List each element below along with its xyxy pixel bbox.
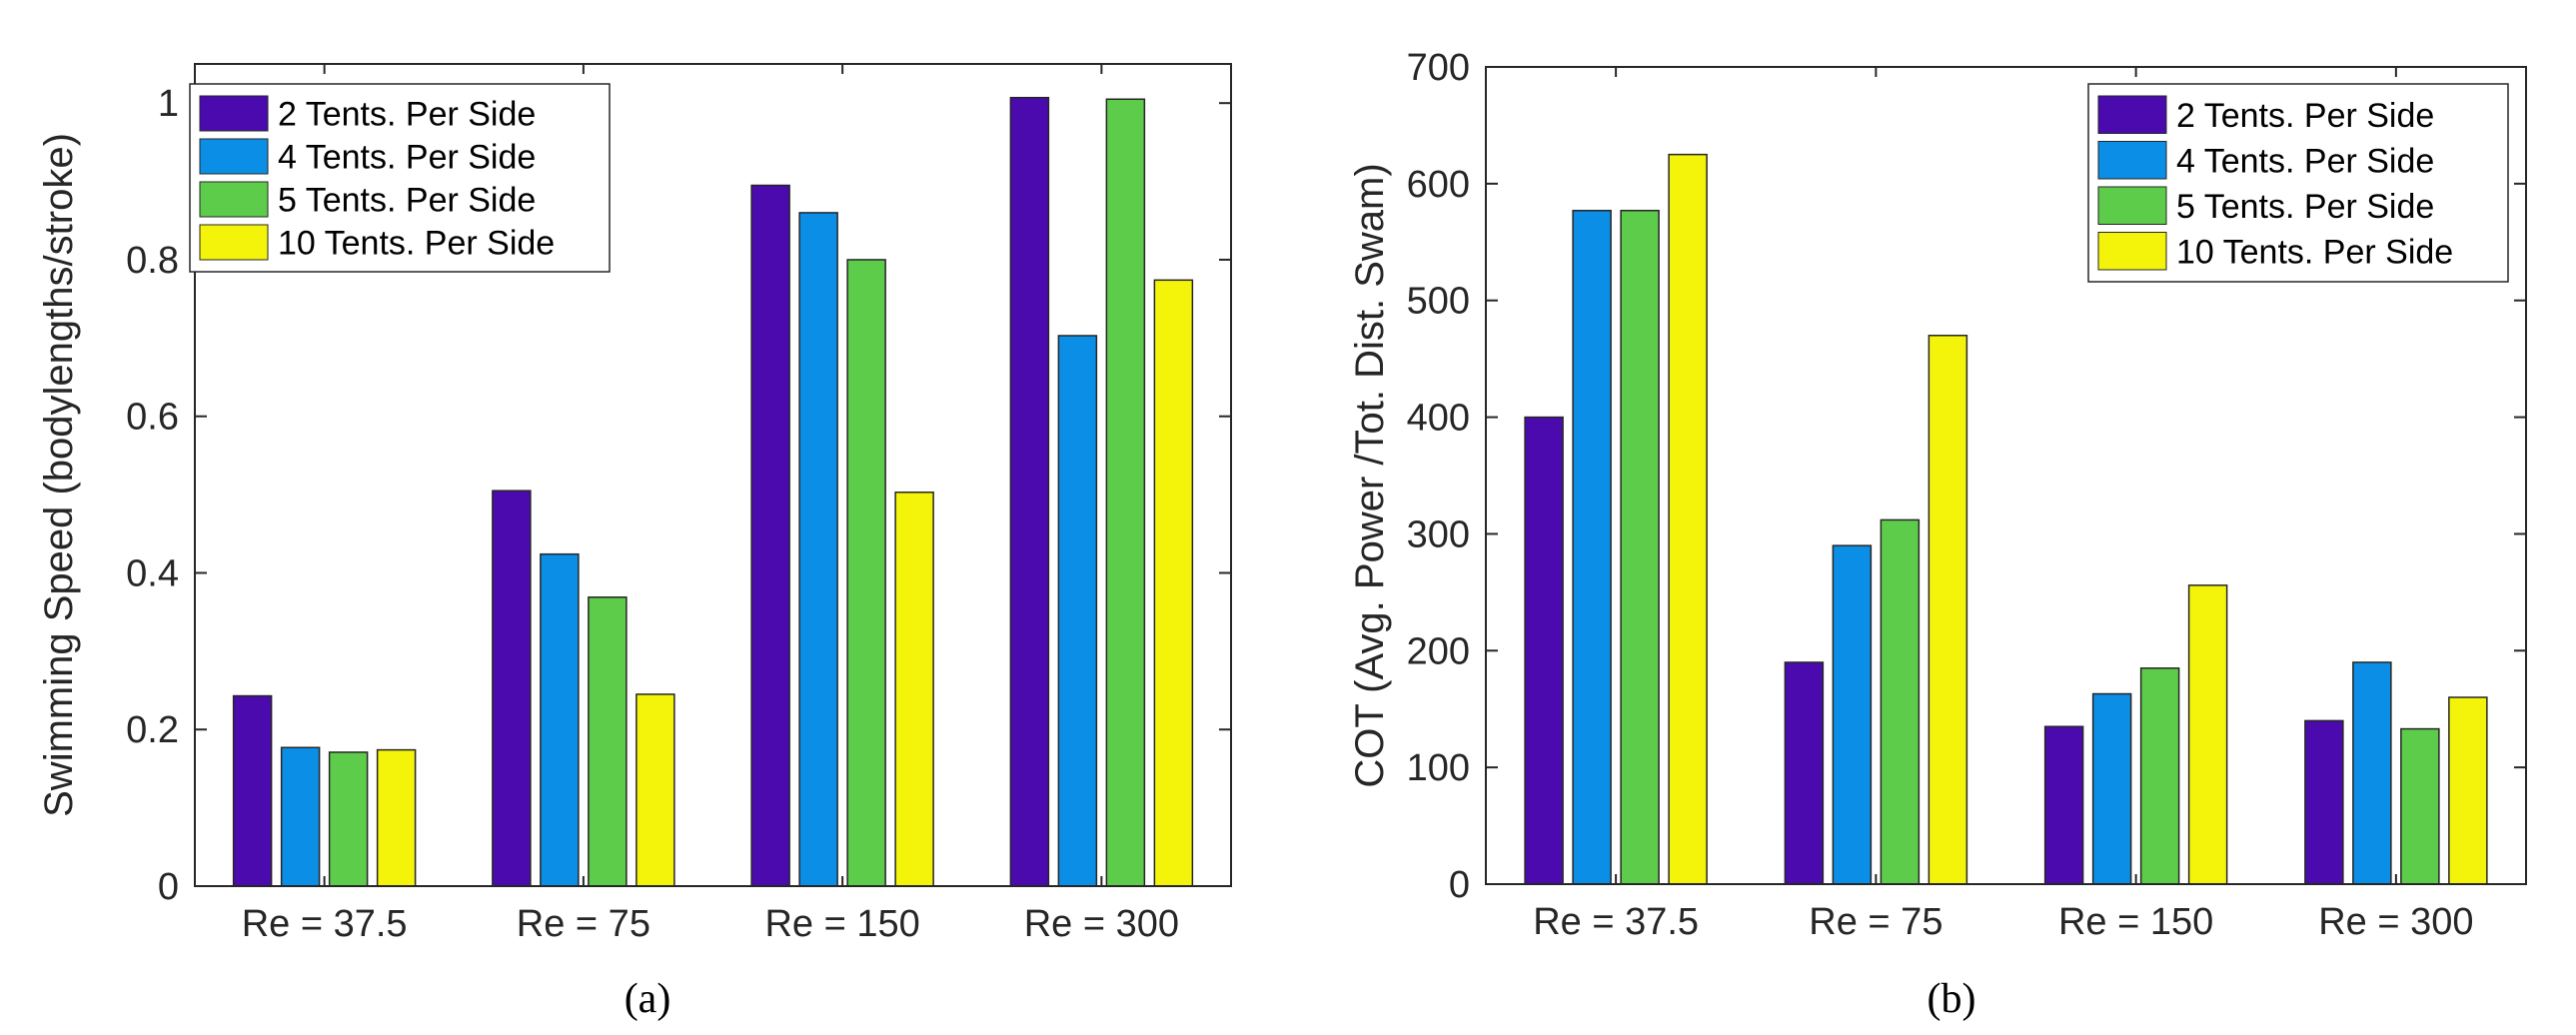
b-y-tick-label-6: 600 xyxy=(1407,164,1470,206)
b-legend-swatch-1 xyxy=(2097,141,2167,180)
a-y-tick-label-2: 0.4 xyxy=(126,552,179,594)
b-bar-3-0 xyxy=(2304,719,2344,885)
b-legend-label-2: 5 Tents. Per Side xyxy=(2176,188,2434,226)
a-bar-0-3 xyxy=(376,748,417,887)
a-legend-label-1: 4 Tents. Per Side xyxy=(278,139,536,177)
b-legend-swatch-0 xyxy=(2097,95,2167,134)
b-y-tick-label-5: 500 xyxy=(1407,281,1470,323)
a-legend-swatch-3 xyxy=(199,224,269,261)
b-bar-3-1 xyxy=(2352,661,2392,885)
a-x-tick-label-2: Re = 150 xyxy=(764,903,919,945)
a-bar-2-1 xyxy=(798,212,838,887)
a-bar-1-1 xyxy=(540,552,580,887)
a-legend: 2 Tents. Per Side 4 Tents. Per Side 5 Tent… xyxy=(189,83,611,273)
b-y-tick-label-0: 0 xyxy=(1449,864,1470,906)
a-y-axis-label: Swimming Speed (bodylengths/stroke) xyxy=(37,133,81,817)
b-bar-2-3 xyxy=(2187,584,2228,885)
a-legend-swatch-0 xyxy=(199,95,269,132)
b-bar-2-0 xyxy=(2043,725,2084,885)
a-y-tick-label-4: 0.8 xyxy=(126,240,179,282)
b-bar-1-3 xyxy=(1928,335,1968,885)
b-axes-box xyxy=(1485,66,2527,885)
a-bar-3-2 xyxy=(1105,98,1146,887)
b-legend-swatch-2 xyxy=(2097,186,2167,225)
b-y-tick-label-3: 300 xyxy=(1407,514,1470,555)
b-bar-0-0 xyxy=(1524,416,1564,885)
a-x-tick-label-0: Re = 37.5 xyxy=(242,903,408,945)
b-bar-3-2 xyxy=(2400,727,2440,885)
b-bar-1-2 xyxy=(1880,518,1921,885)
b-y-tick-label-7: 700 xyxy=(1407,47,1470,89)
a-y-tick-label-1: 0.2 xyxy=(126,709,179,751)
a-legend-label-2: 5 Tents. Per Side xyxy=(278,182,536,220)
b-y-tick-label-2: 200 xyxy=(1407,630,1470,672)
a-bar-0-2 xyxy=(328,751,369,887)
a-bar-2-0 xyxy=(750,184,790,887)
a-legend-swatch-1 xyxy=(199,138,269,175)
a-bar-0-1 xyxy=(280,746,321,887)
a-legend-label-0: 2 Tents. Per Side xyxy=(278,96,536,134)
b-bar-1-1 xyxy=(1832,544,1873,885)
b-x-tick-label-3: Re = 300 xyxy=(2318,901,2473,943)
b-bar-1-0 xyxy=(1784,661,1825,885)
b-bar-3-3 xyxy=(2448,696,2488,885)
b-bar-0-3 xyxy=(1668,153,1708,885)
a-bar-3-3 xyxy=(1153,279,1194,887)
b-x-tick-label-0: Re = 37.5 xyxy=(1533,901,1699,943)
b-bar-0-1 xyxy=(1572,209,1612,885)
a-bar-1-2 xyxy=(588,596,628,887)
a-caption: (a) xyxy=(625,976,671,1022)
b-legend-label-0: 2 Tents. Per Side xyxy=(2176,97,2434,135)
b-x-tick-label-1: Re = 75 xyxy=(1809,901,1942,943)
b-legend-swatch-3 xyxy=(2097,232,2167,271)
b-y-tick-label-4: 400 xyxy=(1407,398,1470,440)
a-bar-3-1 xyxy=(1057,335,1098,887)
b-y-axis-label: COT (Avg. Power /Tot. Dist. Swam) xyxy=(1348,163,1392,787)
a-y-tick-label-5: 1 xyxy=(158,83,179,125)
a-y-tick-label-0: 0 xyxy=(158,866,179,908)
b-legend-label-3: 10 Tents. Per Side xyxy=(2176,233,2453,271)
a-legend-label-3: 10 Tents. Per Side xyxy=(278,225,555,263)
b-bar-0-2 xyxy=(1620,209,1660,885)
a-bar-0-0 xyxy=(232,694,273,887)
a-bar-2-2 xyxy=(846,259,886,887)
a-bar-3-0 xyxy=(1009,96,1050,887)
chart-a-swimming-speed: Re = 37.5 Re = 75 Re = 150 Re = 300 0 0.2 0.4 0… xyxy=(37,63,1232,1022)
b-y-tick-label-1: 100 xyxy=(1407,747,1470,789)
b-bar-2-2 xyxy=(2139,667,2180,885)
a-y-tick-label-3: 0.6 xyxy=(126,397,179,439)
a-bar-1-3 xyxy=(636,693,675,887)
a-bar-1-0 xyxy=(492,490,532,887)
b-bar-2-1 xyxy=(2091,692,2132,885)
b-caption: (b) xyxy=(1928,976,1976,1022)
a-bar-2-3 xyxy=(894,491,934,887)
a-x-tick-label-3: Re = 300 xyxy=(1024,903,1179,945)
b-x-tick-label-2: Re = 150 xyxy=(2058,901,2213,943)
a-legend-swatch-2 xyxy=(199,181,269,218)
a-axes-box xyxy=(194,63,1232,887)
chart-b-cost-of-transport: Re = 37.5 Re = 75 Re = 150 Re = 300 0 100 200 3… xyxy=(1348,47,2527,1022)
a-x-tick-label-1: Re = 75 xyxy=(517,903,650,945)
b-legend: 2 Tents. Per Side 4 Tents. Per Side 5 Tent… xyxy=(2087,83,2509,283)
b-legend-label-1: 4 Tents. Per Side xyxy=(2176,142,2434,180)
